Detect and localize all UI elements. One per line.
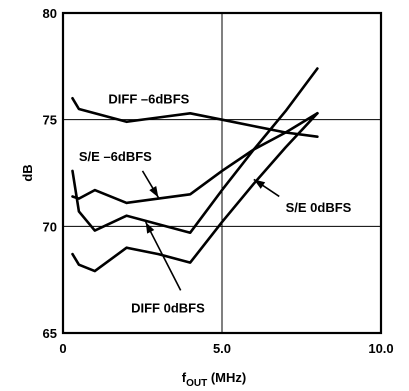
series-line-3: [71, 112, 319, 273]
x-axis-label-main: f: [182, 370, 187, 385]
x-tick-label: 5.0: [213, 341, 231, 356]
series-line-2: [71, 67, 319, 234]
y-tick-label: 80: [43, 6, 57, 21]
series-line-1: [71, 112, 319, 205]
plot-frame: [61, 11, 383, 335]
x-axis-label-subscript: OUT: [186, 378, 207, 389]
series-label-3: S/E 0dBFS: [286, 200, 352, 215]
y-tick-labels: 65 70 75 80: [43, 6, 57, 341]
x-tick-label: 0: [59, 341, 66, 356]
x-tick-label: 10.0: [368, 341, 393, 356]
series-label-1: S/E –6dBFS: [79, 149, 152, 164]
y-tick-label: 70: [43, 219, 57, 234]
y-tick-label: 75: [43, 113, 57, 128]
series-label-0: DIFF –6dBFS: [108, 91, 189, 106]
series-lines: [71, 67, 319, 273]
y-axis-label: dB: [20, 164, 35, 181]
grid-lines: [63, 13, 381, 333]
arrowhead-1: [149, 186, 159, 198]
x-axis-label: fOUT (MHz): [182, 370, 246, 389]
arrowhead-3: [253, 179, 266, 189]
series-label-2: DIFF 0dBFS: [131, 300, 205, 315]
y-tick-label: 65: [43, 326, 57, 341]
x-tick-labels: 0 5.0 10.0: [59, 341, 393, 356]
pointer-line-2: [144, 221, 182, 291]
x-axis-label-unit: (MHz): [207, 370, 246, 385]
arrowhead-2: [145, 222, 155, 234]
series-annotations: DIFF –6dBFS S/E –6dBFS S/E 0dBFS DIFF 0dBFS: [79, 91, 352, 315]
